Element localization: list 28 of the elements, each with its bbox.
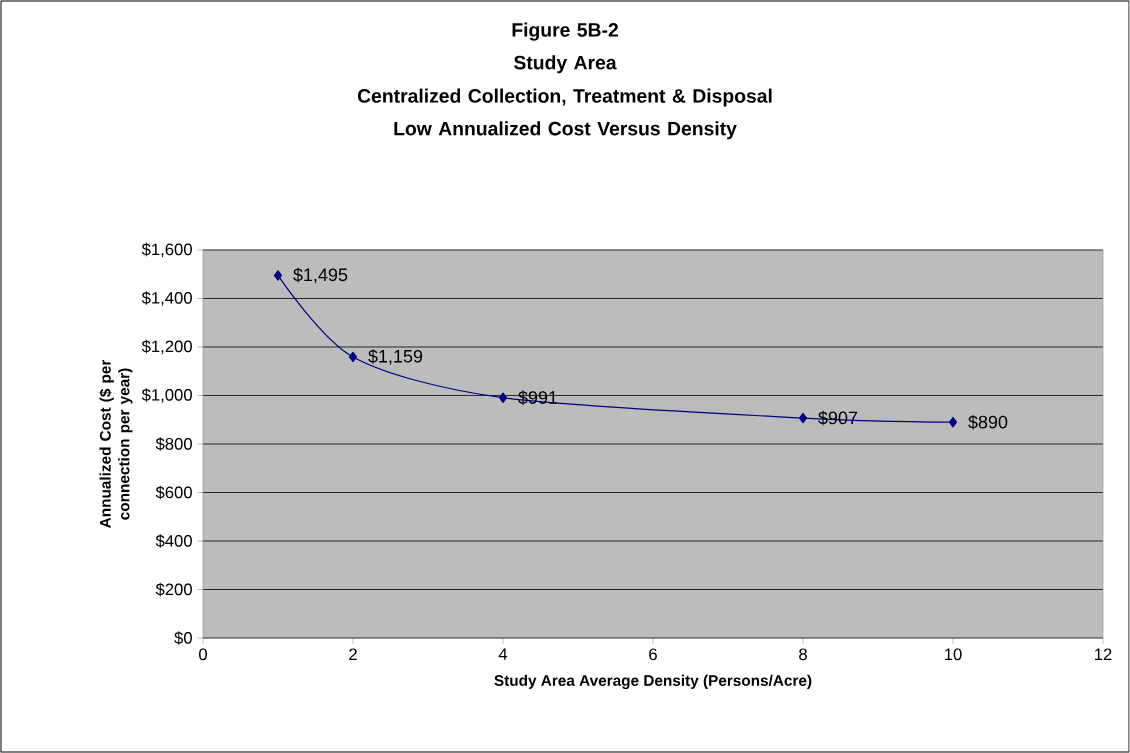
x-tick-label: 6 bbox=[649, 648, 657, 661]
y-tick-label: $1,200 bbox=[141, 339, 192, 355]
y-tick-label: $400 bbox=[155, 534, 192, 548]
data-label: $890 bbox=[968, 414, 1008, 430]
y-tick-label: $600 bbox=[155, 485, 192, 500]
y-axis-title: Annualized Cost ($ per connection per year) bbox=[99, 359, 133, 528]
x-tick-label: 2 bbox=[349, 648, 357, 661]
point bbox=[273, 270, 283, 281]
x-tick-label: 0 bbox=[199, 648, 207, 661]
data-label: $1,159 bbox=[368, 349, 423, 365]
x-tick-label: 8 bbox=[799, 648, 807, 661]
x-tick-label: 10 bbox=[945, 648, 962, 661]
y-tick-label: $1,400 bbox=[141, 291, 192, 306]
point bbox=[948, 416, 958, 428]
y-tick-label: $0 bbox=[174, 631, 192, 645]
data-label: $1,495 bbox=[293, 267, 348, 284]
x-tick-label: 4 bbox=[498, 648, 508, 660]
y-tick-label: $200 bbox=[155, 582, 192, 597]
point bbox=[798, 412, 808, 424]
y-tick-label: $1,600 bbox=[141, 242, 192, 258]
x-axis-title: Study Area Average Density (Persons/Acre) bbox=[494, 674, 812, 690]
x-tick-label: 12 bbox=[1095, 648, 1112, 661]
point bbox=[498, 392, 508, 403]
point bbox=[348, 351, 358, 363]
y-tick-label: $1,000 bbox=[141, 388, 192, 403]
y-tick-label: $800 bbox=[155, 437, 192, 451]
chart-title: Figure 5B-2 Study Area bbox=[512, 22, 618, 74]
chart-subtitle: Centralized Collection, Treatment & Disposal Low Annualized Cost Versus Density bbox=[357, 88, 772, 140]
